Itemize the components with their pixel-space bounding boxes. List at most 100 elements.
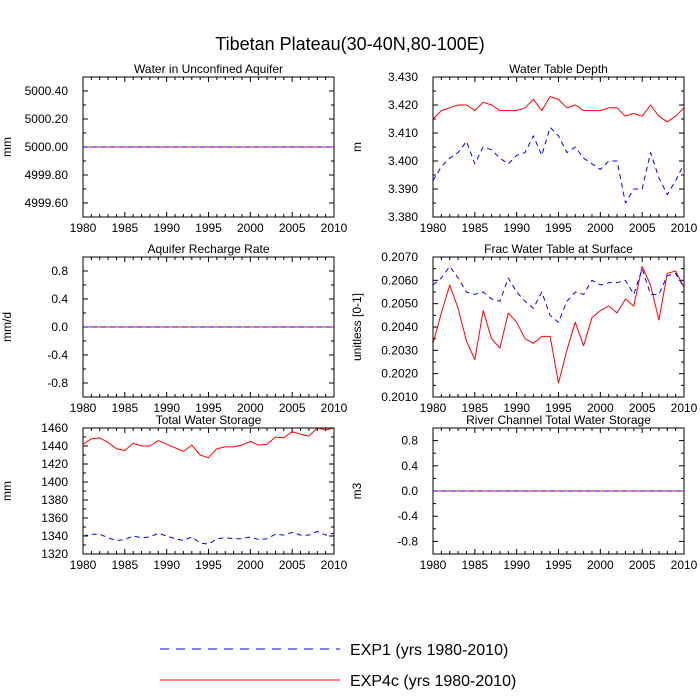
plot-frame (432, 76, 685, 218)
y-tick-label: -0.4 (397, 509, 418, 523)
x-tick-label: 2000 (587, 558, 614, 572)
panel-3: Aquifer Recharge Rate mm/d 1980 1985 1990 199… (0, 242, 348, 415)
x-tick-label: 1990 (503, 558, 530, 572)
panel-title: Aquifer Recharge Rate (147, 242, 269, 256)
x-tick-label: 1990 (503, 401, 530, 415)
y-tick-label: -0.8 (397, 534, 418, 548)
x-tick-label: 1995 (545, 558, 572, 572)
x-tick-label: 1995 (545, 401, 572, 415)
y-tick-label: -0.8 (47, 376, 68, 390)
x-tick-label: 2000 (587, 221, 614, 235)
y-tick-label: 1460 (41, 421, 68, 435)
x-tick-label: 1995 (195, 401, 222, 415)
x-tick-label: 1990 (153, 401, 180, 415)
y-tick-label: 0.4 (401, 459, 418, 473)
panel-title: Water Table Depth (509, 62, 608, 76)
legend-label-exp1: EXP1 (yrs 1980-2010) (350, 642, 508, 659)
y-tick-label: 3.420 (388, 98, 418, 112)
x-tick-label: 2005 (279, 558, 306, 572)
plot-frame (82, 76, 335, 218)
panel-5: Total Water Storage mm 1980 1985 1990 1995 200… (0, 413, 348, 572)
x-tick-label: 2010 (321, 558, 348, 572)
series-line-exp1 (432, 265, 685, 323)
y-tick-label: 0.2010 (381, 390, 418, 404)
y-tick-label: 1380 (41, 493, 68, 507)
y-tick-label: 0.0 (401, 484, 418, 498)
y-tick-label: 1340 (41, 529, 68, 543)
y-tick-label: 4999.60 (25, 196, 69, 210)
y-tick-label: 0.2060 (381, 273, 418, 287)
y-tick-label: 5000.00 (25, 140, 69, 154)
plot-frame (82, 427, 335, 555)
y-tick-label: 3.430 (388, 70, 418, 84)
y-axis-label: unitless [0-1] (350, 293, 364, 361)
x-tick-label: 1990 (153, 221, 180, 235)
plot-frame (432, 256, 685, 398)
panel-title: Total Water Storage (156, 413, 262, 427)
series-line-exp4c (82, 427, 335, 459)
y-tick-label: 3.380 (388, 210, 418, 224)
x-tick-label: 1980 (420, 558, 447, 572)
series-line-exp4c (432, 265, 685, 384)
y-tick-label: 1440 (41, 439, 68, 453)
x-tick-label: 2010 (671, 401, 698, 415)
x-tick-label: 1985 (461, 558, 488, 572)
figure-title: Tibetan Plateau(30-40N,80-100E) (215, 34, 485, 54)
y-tick-label: 3.410 (388, 126, 418, 140)
panel-6: River Channel Total Water Storage m3 1980 1… (350, 413, 698, 572)
y-axis-label: mm (0, 481, 14, 501)
x-tick-label: 1985 (461, 221, 488, 235)
x-tick-label: 1990 (153, 558, 180, 572)
x-tick-label: 2000 (237, 221, 264, 235)
y-tick-label: 0.2020 (381, 367, 418, 381)
y-tick-label: 0.8 (51, 264, 68, 278)
y-axis-label: mm (0, 137, 14, 157)
legend-label-exp4c: EXP4c (yrs 1980-2010) (350, 673, 516, 690)
panel-title: Frac Water Table at Surface (484, 242, 633, 256)
y-axis-label: m (350, 142, 364, 152)
legend: EXP1 (yrs 1980-2010) EXP4c (yrs 1980-201… (160, 642, 516, 690)
x-tick-label: 1980 (70, 558, 97, 572)
panel-title: Water in Unconfined Aquifer (134, 62, 283, 76)
x-tick-label: 2010 (671, 558, 698, 572)
x-tick-label: 1995 (195, 221, 222, 235)
y-tick-label: 0.2040 (381, 320, 418, 334)
panel-title: River Channel Total Water Storage (466, 413, 651, 427)
x-tick-label: 1995 (195, 558, 222, 572)
x-tick-label: 2005 (279, 401, 306, 415)
panel-2: Water Table Depth m 1980 1985 1990 1995 2000 20… (350, 62, 698, 235)
x-tick-label: 1995 (545, 221, 572, 235)
y-tick-label: 1400 (41, 475, 68, 489)
y-tick-label: 0.2050 (381, 297, 418, 311)
x-tick-label: 1990 (503, 221, 530, 235)
plot-frame (432, 427, 685, 555)
x-tick-label: 2000 (237, 558, 264, 572)
x-tick-label: 1980 (70, 401, 97, 415)
x-tick-label: 2005 (629, 221, 656, 235)
x-tick-label: 1980 (70, 221, 97, 235)
x-tick-label: 2010 (671, 221, 698, 235)
y-axis-label: mm/d (0, 312, 14, 342)
x-tick-label: 1985 (111, 221, 138, 235)
x-tick-label: 1985 (111, 401, 138, 415)
x-tick-label: 2000 (587, 401, 614, 415)
panel-4: Frac Water Table at Surface unitless [0-1… (350, 242, 698, 415)
x-tick-label: 1980 (420, 221, 447, 235)
series-line-exp4c (432, 96, 685, 123)
series-line-exp1 (432, 126, 685, 204)
y-tick-label: 5000.20 (25, 112, 69, 126)
x-tick-label: 2005 (629, 558, 656, 572)
y-axis-label: m3 (350, 482, 364, 499)
y-tick-label: 4999.80 (25, 168, 69, 182)
y-tick-label: 1320 (41, 547, 68, 561)
x-tick-label: 2005 (629, 401, 656, 415)
panel-1: Water in Unconfined Aquifer mm 1980 1985 199… (0, 62, 348, 235)
y-tick-label: 1420 (41, 457, 68, 471)
y-tick-label: -0.4 (47, 348, 68, 362)
plot-frame (82, 256, 335, 398)
x-tick-label: 2005 (279, 221, 306, 235)
x-tick-label: 1985 (461, 401, 488, 415)
series-line-exp1 (82, 531, 335, 545)
x-tick-label: 2010 (321, 221, 348, 235)
